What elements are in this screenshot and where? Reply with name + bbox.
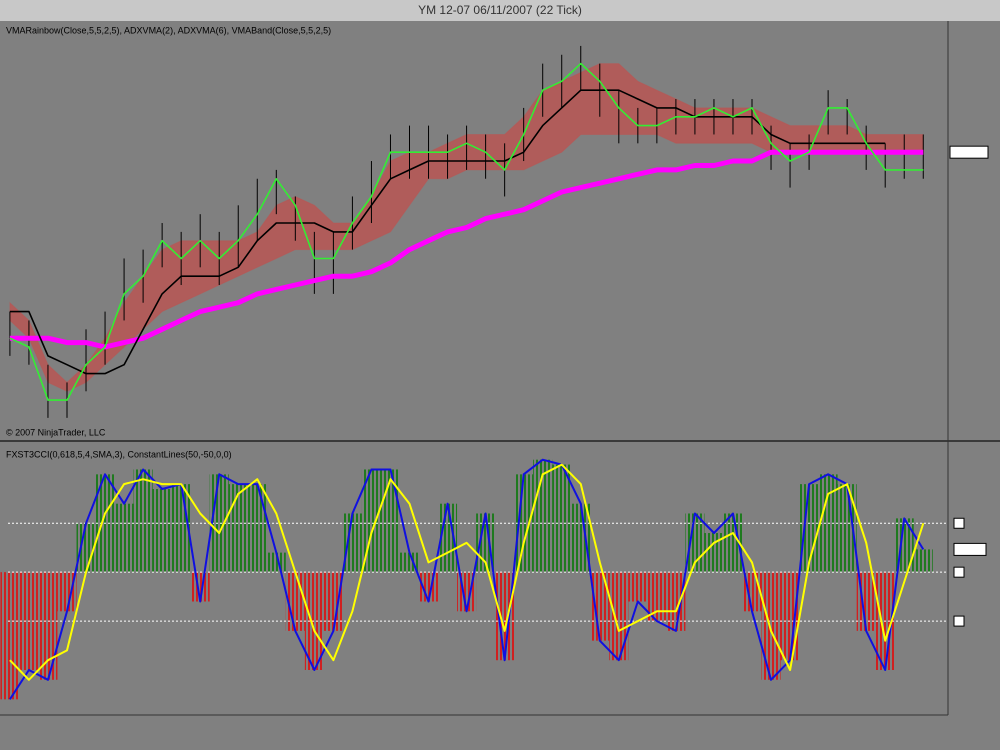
histogram-bar: [190, 572, 210, 602]
histogram-bar: [247, 484, 267, 573]
histogram-bar: [361, 469, 381, 573]
histogram-bar: [514, 474, 534, 573]
histogram-bar: [304, 572, 324, 670]
histogram-bar: [704, 533, 724, 573]
histogram-bar: [913, 549, 933, 573]
indicator-line: [9, 149, 924, 350]
histogram-bar: [552, 464, 572, 573]
histogram-bar: [761, 572, 781, 680]
histogram-bar: [171, 484, 191, 573]
level-marker: [953, 615, 965, 627]
histogram-bar: [342, 513, 362, 573]
histogram-bar: [57, 572, 77, 612]
histogram-bar: [628, 572, 648, 602]
histogram-bar: [780, 572, 800, 661]
marks: [0, 45, 989, 700]
histogram-bar: [609, 572, 629, 661]
level-marker: [953, 517, 965, 529]
window-title: YM 12-07 06/11/2007 (22 Tick): [418, 3, 582, 17]
histogram-bar: [266, 552, 286, 573]
histogram-bar: [323, 572, 343, 631]
indicator-label: VMARainbow(Close,5,5,2,5), ADXVMA(2), AD…: [6, 25, 331, 35]
oscillator-line: [9, 458, 925, 700]
histogram-bar: [380, 469, 400, 573]
histogram-bar: [723, 513, 743, 573]
histogram-bar: [647, 572, 667, 622]
indicator-line: [9, 62, 924, 401]
indicator-label: FXST3CCI(0,618,5,4,SMA,3), ConstantLines…: [6, 449, 232, 459]
histogram-bar: [799, 484, 819, 573]
histogram-bar: [114, 503, 134, 573]
histogram-bar: [0, 572, 20, 700]
level-marker: [953, 566, 965, 578]
histogram-bar: [590, 572, 610, 641]
indicator-line: [9, 89, 886, 375]
copyright: © 2007 NinjaTrader, LLC: [6, 427, 106, 437]
histogram-bar: [152, 489, 172, 573]
histogram-bar: [38, 572, 58, 680]
histogram-bar: [133, 469, 153, 573]
histogram-bar: [228, 484, 248, 573]
histogram-bar: [495, 572, 515, 661]
histogram-bar: [666, 572, 686, 631]
histogram-bar: [209, 474, 229, 573]
title-bar: [0, 0, 1000, 21]
histogram-bar: [837, 484, 857, 573]
histogram-bar: [571, 503, 591, 573]
histogram-bar: [76, 523, 96, 573]
oscillator-line: [9, 463, 925, 681]
value-marker: [953, 542, 987, 556]
labels: VMARainbow(Close,5,5,2,5), ADXVMA(2), AD…: [6, 25, 331, 459]
price-marker: [949, 145, 989, 159]
